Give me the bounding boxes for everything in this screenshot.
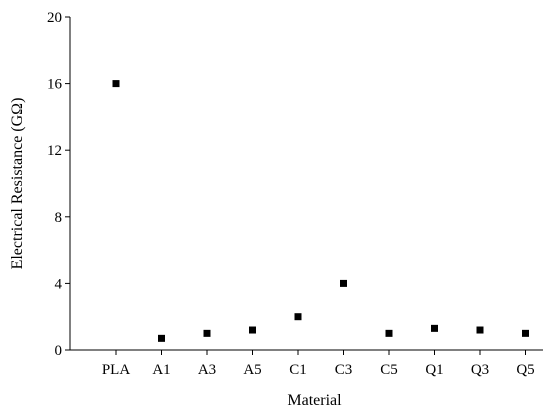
y-tick-label: 4 [55, 276, 63, 292]
x-tick-label: A5 [243, 362, 261, 378]
data-point-q3 [476, 326, 484, 334]
y-tick-label: 8 [55, 210, 63, 226]
x-tick-label: C5 [380, 362, 398, 378]
data-point-pla [112, 80, 120, 88]
x-tick-label: C3 [335, 362, 353, 378]
data-points [112, 80, 529, 342]
x-tick-label: A3 [198, 362, 216, 378]
y-tick-label: 0 [55, 343, 63, 359]
data-point-a3 [203, 329, 211, 337]
data-point-a5 [249, 326, 256, 334]
data-point-c3 [340, 279, 347, 287]
y-tick-label: 20 [47, 10, 62, 26]
y-tick-label: 12 [47, 143, 62, 159]
x-tick-label: PLA [102, 362, 131, 378]
x-axis-ticks: PLA A1 A3 A5 C1 C3 C5 Q1 Q3 Q5 [102, 350, 535, 378]
y-axis-title: Electrical Resistance (GΩ) [9, 98, 26, 270]
y-tick-label: 16 [47, 77, 63, 93]
data-point-q1 [431, 324, 438, 332]
data-point-c5 [385, 329, 393, 337]
x-tick-label: C1 [289, 362, 307, 378]
x-tick-label: Q5 [516, 362, 534, 378]
x-axis-title: Material [287, 392, 342, 409]
y-axis-ticks: 0 4 8 12 16 20 [47, 10, 70, 359]
data-point-q5 [522, 329, 529, 337]
x-tick-label: A1 [152, 362, 170, 378]
x-tick-label: Q1 [425, 362, 443, 378]
axes [69, 17, 543, 351]
x-tick-label: Q3 [471, 362, 489, 378]
data-point-a1 [158, 334, 165, 342]
data-point-c1 [294, 313, 302, 321]
